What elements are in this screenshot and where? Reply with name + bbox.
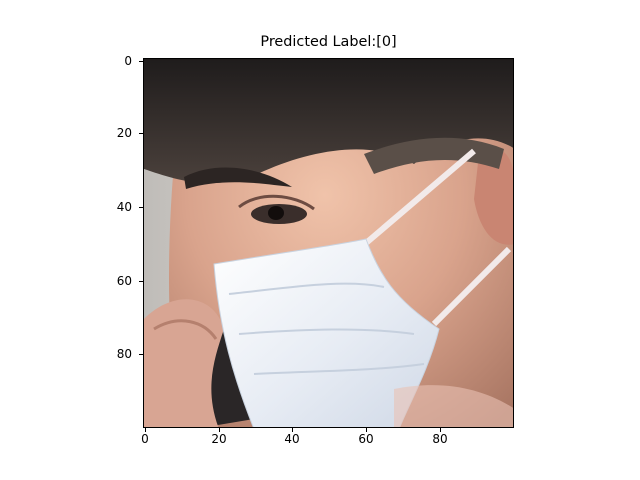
x-tick-mark-0 bbox=[145, 428, 146, 432]
eyelid bbox=[238, 194, 315, 211]
ear bbox=[474, 149, 513, 245]
neck bbox=[394, 385, 513, 427]
pupil bbox=[268, 206, 284, 220]
y-tick-mark-40 bbox=[139, 207, 143, 208]
y-tick-label-40: 40 bbox=[116, 200, 132, 214]
x-tick-label-80: 80 bbox=[432, 432, 448, 446]
hair-side bbox=[364, 137, 504, 174]
mask-pleat-1 bbox=[228, 282, 385, 295]
plot-title: Predicted Label:[0] bbox=[260, 34, 397, 50]
x-tick-mark-40 bbox=[292, 428, 293, 432]
y-tick-label-60: 60 bbox=[116, 274, 132, 288]
x-tick-label-20: 20 bbox=[211, 432, 227, 446]
x-tick-label-0: 0 bbox=[141, 432, 149, 446]
face-mask-image bbox=[143, 58, 514, 428]
y-tick-label-20: 20 bbox=[116, 126, 132, 140]
y-tick-mark-60 bbox=[139, 281, 143, 282]
x-tick-mark-60 bbox=[366, 428, 367, 432]
y-tick-mark-80 bbox=[139, 354, 143, 355]
x-tick-label-60: 60 bbox=[358, 432, 374, 446]
mask-pleat-2 bbox=[238, 328, 415, 335]
finger-crease bbox=[153, 319, 218, 340]
x-tick-mark-80 bbox=[440, 428, 441, 432]
x-tick-label-40: 40 bbox=[284, 432, 300, 446]
y-tick-mark-0 bbox=[139, 61, 143, 62]
y-tick-mark-20 bbox=[139, 133, 143, 134]
x-tick-mark-20 bbox=[219, 428, 220, 432]
face-image-svg bbox=[144, 59, 513, 427]
mask-strap-upper bbox=[357, 148, 476, 252]
hand bbox=[144, 299, 224, 427]
mask-strap-lower bbox=[431, 246, 512, 327]
y-tick-label-0: 0 bbox=[124, 54, 132, 68]
mask-pleat-3 bbox=[253, 363, 425, 375]
y-tick-label-80: 80 bbox=[116, 347, 132, 361]
eyebrow bbox=[184, 167, 292, 189]
